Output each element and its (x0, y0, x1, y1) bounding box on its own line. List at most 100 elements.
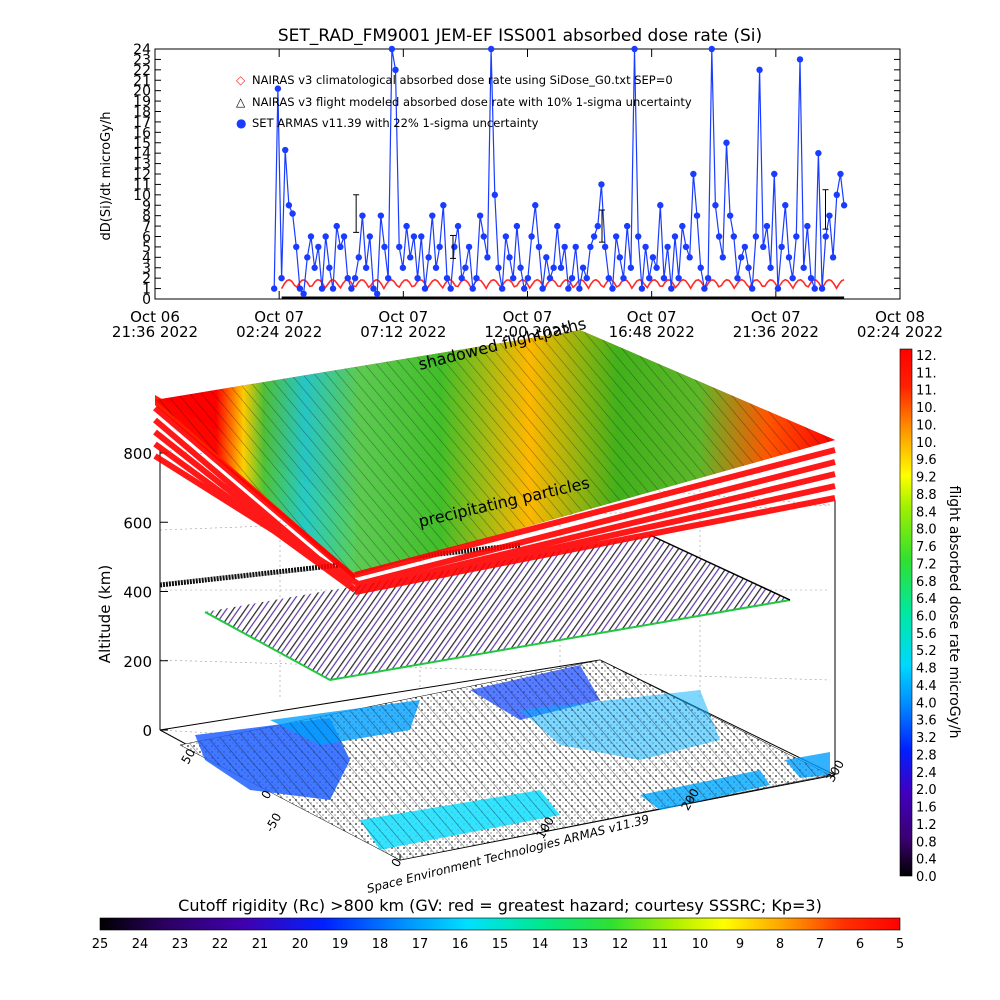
armas-data-point (785, 254, 793, 261)
rc-colorbar-tick-label: 21 (252, 937, 269, 952)
armas-data-point (484, 254, 491, 261)
armas-data-point (609, 285, 616, 292)
ts-legend: ◇ NAIRAS v3 climatological absorbed dose… (236, 73, 692, 130)
armas-data-point (535, 243, 543, 251)
ts-x-tick-label-date: Oct 06 (130, 308, 180, 326)
armas-data-point (561, 243, 568, 251)
armas-data-point (587, 243, 594, 251)
armas-data-point (579, 264, 587, 271)
armas-data-point (771, 170, 778, 178)
armas-data-point (749, 285, 756, 292)
radiation-sheet: shadowed flightpaths precipitating parti… (153, 314, 836, 595)
rc-colorbar-tick-label: 9 (736, 937, 744, 952)
altitude-tick-label: 800 (123, 445, 152, 463)
armas-data-point (737, 254, 745, 261)
armas-data-point (304, 254, 311, 261)
legend-symbol-armas: ● (236, 116, 246, 130)
armas-data-point (278, 274, 285, 282)
armas-data-point (274, 85, 282, 92)
dose-colorbar-tick-label: 5.6 (916, 627, 937, 642)
legend-symbol-nairas-flight: △ (236, 95, 246, 109)
altitude-axis: 0 200 400 600 800 (123, 445, 168, 740)
rc-colorbar-tick-label: 18 (372, 937, 389, 952)
rc-colorbar-tick-label: 20 (292, 937, 309, 952)
armas-data-point (473, 274, 480, 282)
armas-data-point (660, 274, 668, 282)
dose-colorbar-tick-label: 9.2 (916, 471, 937, 486)
armas-data-point (715, 233, 723, 240)
armas-data-point (646, 274, 653, 282)
ts-x-tick-label-time: 21:36 2022 (733, 323, 819, 341)
ts-y-tick-label: 8 (142, 209, 151, 225)
rc-colorbar-tick-label: 12 (612, 937, 629, 952)
armas-data-point (373, 290, 381, 297)
armas-data-point (436, 243, 443, 251)
armas-data-point (793, 233, 800, 240)
dose-colorbar-tick-label: 10. (916, 401, 937, 416)
armas-data-point (315, 243, 322, 251)
ts-plot: 0123456789101112131415161718192021222324… (99, 42, 943, 341)
armas-data-point (513, 222, 521, 230)
armas-data-point (734, 274, 741, 282)
armas-data-point (568, 274, 576, 282)
armas-data-point (682, 243, 690, 251)
armas-data-point (679, 222, 686, 230)
altitude-tick-label: 0 (142, 722, 152, 740)
ts-y-tick-label: 0 (142, 292, 151, 308)
ts-x-tick-label-time: 02:24 2022 (857, 323, 943, 341)
rc-colorbar-tick-label: 16 (452, 937, 469, 952)
armas-data-point (837, 170, 844, 178)
armas-data-point (763, 222, 771, 230)
rc-colorbar-tick-label: 5 (896, 937, 904, 952)
armas-data-point (708, 45, 715, 53)
armas-data-point (300, 290, 307, 297)
armas-data-point (524, 274, 532, 282)
armas-data-point (410, 233, 418, 240)
ts-y-tick-label: 18 (133, 105, 151, 121)
armas-data-point (311, 264, 318, 271)
rc-colorbar: Cutoff rigidity (Rc) >800 km (GV: red = … (92, 896, 904, 952)
rc-colorbar-tick-label: 23 (172, 937, 189, 952)
armas-data-point (418, 233, 425, 240)
armas-data-point (469, 285, 476, 292)
armas-data-point (293, 243, 300, 251)
armas-data-point (701, 285, 708, 292)
lat-tick-label: -50 (262, 811, 284, 835)
armas-data-point (620, 274, 627, 282)
armas-data-point (789, 274, 796, 282)
legend-symbol-nairas-clim: ◇ (236, 73, 246, 87)
armas-data-point (348, 285, 355, 292)
ts-y-tick-label: 7 (142, 219, 151, 235)
armas-data-point (697, 264, 704, 271)
dose-colorbar-tick-label: 1.2 (916, 818, 937, 833)
armas-data-point (271, 285, 278, 292)
dose-colorbar-tick-label: 2.0 (916, 783, 937, 798)
rc-colorbar-tick-label: 22 (212, 937, 229, 952)
armas-data-point (480, 233, 487, 240)
dose-colorbar: 12. 11. 11. 10. 10. 10. 9.6 9.2 8.8 8.4 8.0 7.6 7.2 6… (899, 348, 962, 885)
armas-data-point (598, 181, 605, 188)
armas-data-point (730, 233, 738, 240)
armas-data-point (403, 222, 410, 230)
armas-data-point (804, 222, 811, 230)
dose-colorbar-tick-label: 0.8 (916, 835, 937, 850)
dose-colorbar-tick-label: 8.0 (916, 523, 937, 538)
ts-y-tick-label: 23 (133, 52, 151, 68)
armas-data-point (745, 264, 752, 271)
armas-data-point (362, 264, 370, 271)
dose-colorbar-tick-label: 0.0 (916, 870, 937, 885)
ts-y-tick-label: 19 (133, 94, 151, 110)
armas-data-point (285, 202, 293, 209)
armas-data-point (550, 264, 557, 271)
rc-colorbar-tick-label: 19 (332, 937, 349, 952)
armas-data-point (344, 274, 351, 282)
ts-y-tick-label: 3 (142, 261, 151, 277)
ts-y-tick-label: 12 (133, 167, 151, 183)
armas-data-point (451, 243, 458, 251)
dose-colorbar-tick-label: 6.8 (916, 575, 937, 590)
armas-data-point (572, 243, 579, 251)
ts-y-tick-label: 10 (133, 188, 151, 204)
armas-data-point (605, 274, 613, 282)
armas-data-point (340, 233, 348, 240)
